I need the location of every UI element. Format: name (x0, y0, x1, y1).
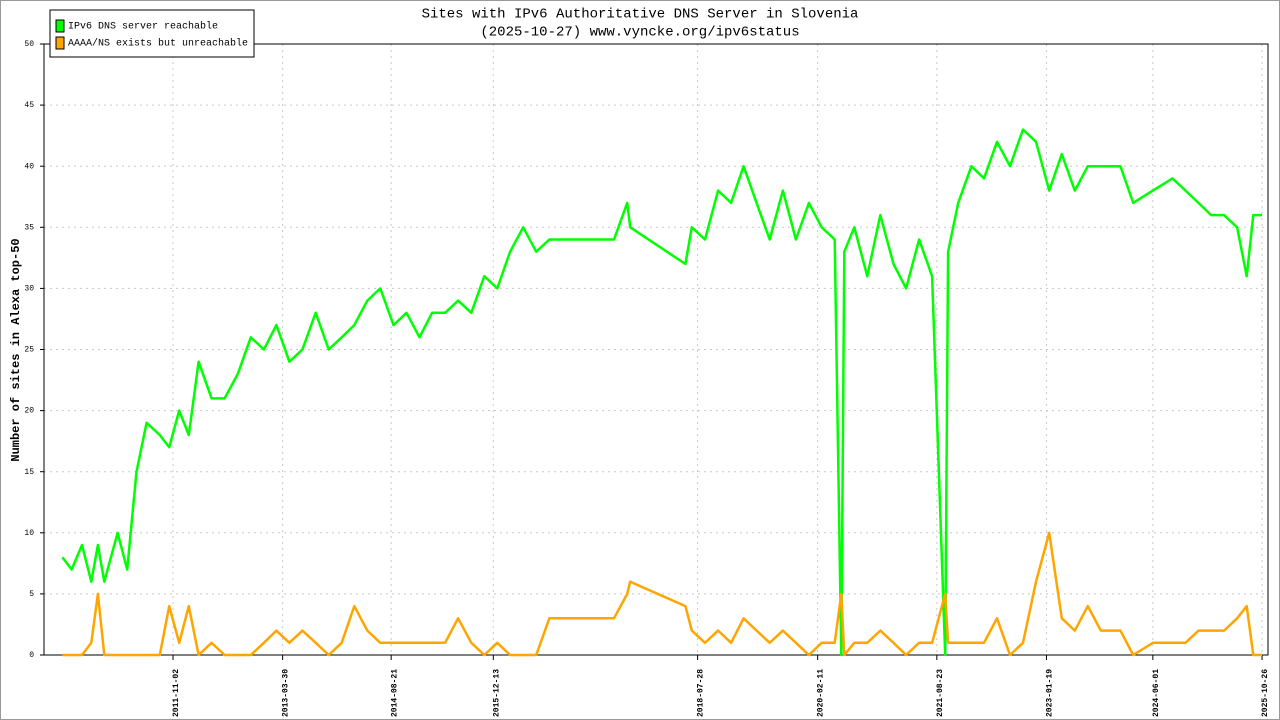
y-tick-label: 0 (29, 651, 34, 660)
legend-swatch (55, 19, 65, 33)
x-tick-label: 2020-02-11 (817, 669, 826, 717)
x-tick-label: 2014-08-21 (390, 669, 399, 717)
y-tick-label: 30 (24, 285, 34, 294)
x-tick-label: 2018-07-28 (697, 669, 706, 717)
x-tick-label: 2025-10-26 (1261, 669, 1270, 717)
x-tick-label: 2015-12-13 (492, 669, 501, 717)
legend-swatch (55, 36, 65, 50)
legend: IPv6 DNS server reachable AAAA/NS exists … (49, 9, 255, 58)
chart-subtitle: (2025-10-27) www.vyncke.org/ipv6status (480, 25, 799, 41)
y-tick-label: 20 (24, 407, 34, 416)
y-tick-label: 40 (24, 162, 34, 171)
legend-label: AAAA/NS exists but unreachable (68, 38, 248, 50)
y-tick-label: 45 (24, 101, 34, 110)
y-axis-label: Number of sites in Alexa top-50 (9, 238, 23, 461)
y-tick-label: 50 (24, 40, 34, 49)
legend-box (49, 9, 255, 58)
y-tick-label: 5 (29, 590, 34, 599)
y-tick-label: 15 (24, 468, 34, 477)
y-tick-label: 25 (24, 346, 34, 355)
x-tick-label: 2013-03-30 (282, 669, 291, 717)
series-line (61, 128, 1262, 657)
x-tick-label: 2023-01-19 (1046, 669, 1055, 717)
x-tick-label: 2024-06-01 (1152, 669, 1161, 717)
x-tick-label: 2011-11-02 (172, 669, 181, 717)
plot-frame (43, 43, 1269, 656)
series-line (62, 531, 1262, 657)
x-tick-label: 2021-08-23 (936, 669, 945, 717)
chart-title: Sites with IPv6 Authoritative DNS Server… (422, 7, 859, 23)
y-tick-label: 35 (24, 223, 34, 232)
legend-label: IPv6 DNS server reachable (68, 21, 218, 33)
y-tick-label: 10 (24, 529, 34, 538)
